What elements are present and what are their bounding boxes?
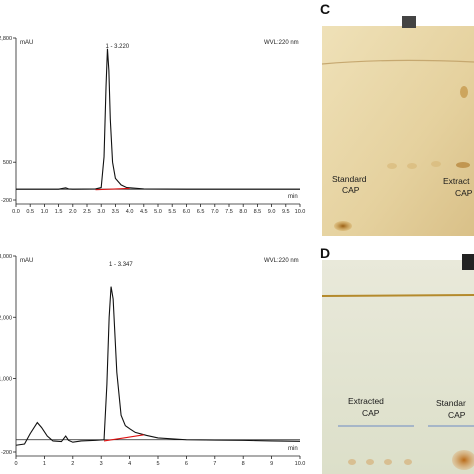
x-tick-label: 8 [242,461,245,467]
x-tick-label: 4.0 [126,209,134,215]
x-tick-label: 1 [43,461,46,467]
y-tick-label: 2,800 [0,36,12,42]
x-tick-label: 6.5 [197,209,205,215]
extracted-cap-spot [456,162,470,168]
x-tick-label: 10.0 [295,461,306,467]
integration-baseline [103,434,144,442]
y-tick-label: -200 [1,198,12,204]
x-tick-label: 1.0 [41,209,49,215]
x-tick-label: 2 [71,461,74,467]
chromatogram-trace [15,286,301,446]
x-tick-label: 4 [128,461,131,467]
tlc-plate-c-image: Standard CAP Extract CAP C [318,0,474,236]
extracted-label-line1: Extracted [348,396,384,406]
y-tick-label: 2,000 [0,315,12,321]
chromatogram-extracted-plot: mAU WVL:220 nm min 0 1 2 3 4 5 6 7 8 9 10.0 3,000 2,000… [0,254,306,467]
x-tick-label: 3.5 [112,209,120,215]
y-tick-label: 3,000 [0,254,12,260]
faint-spot [387,163,397,169]
x-tick-label: 7 [213,461,216,467]
standard-label-line2: CAP [448,410,466,420]
chromatogram-standard: mAU WVL:220 nm min 0.0 0.5 1.0 1.5 2.0 2.5 3.0 3.5… [0,0,312,226]
x-tick-label: 3.0 [97,209,105,215]
extracted-label-line2: CAP [362,408,380,418]
y-tick-label: 500 [3,160,12,166]
y-tick-label: 1,000 [0,377,12,383]
faint-spot [384,459,392,465]
tlc-plate-background [322,260,474,474]
x-tick-label: 8.5 [254,209,262,215]
x-tick-label: 5 [156,461,159,467]
tlc-plate-d: Extracted CAP Standar CAP D [318,240,474,474]
x-tick-label: 4.5 [140,209,148,215]
x-axis-unit: min [288,446,298,452]
x-tick-label: 9.5 [282,209,290,215]
x-axis-unit: min [288,194,298,200]
chromatogram-trace [16,48,300,190]
faint-spot [348,459,356,465]
faint-spot [404,459,412,465]
x-tick-label: 1.5 [55,209,63,215]
wavelength-label: WVL:220 nm [264,40,299,46]
standard-label-line1: Standar [436,398,466,408]
x-tick-label: 6.0 [183,209,191,215]
x-tick-label: 0.0 [12,209,20,215]
y-tick-label: -200 [1,450,12,456]
plate-clip [402,16,416,28]
solvent-front [321,59,474,65]
chromatogram-standard-plot: mAU WVL:220 nm min 0.0 0.5 1.0 1.5 2.0 2.5 3.0 3.5… [0,36,306,215]
solvent-front [321,294,474,297]
tlc-plate-c: Standard CAP Extract CAP C [318,0,474,236]
wavelength-label: WVL:220 nm [264,258,299,264]
x-tick-label: 0.5 [26,209,34,215]
plate-clip [462,254,474,270]
panel-letter-c: C [320,1,330,17]
x-tick-label: 7.5 [225,209,233,215]
standard-label-line2: CAP [342,185,360,195]
chromatogram-extracted: mAU WVL:220 nm min 0 1 2 3 4 5 6 7 8 9 10.0 3,000 2,000… [0,240,312,474]
x-tick-label: 6 [185,461,188,467]
extracted-label-line2: CAP [455,188,473,198]
x-tick-label: 2.5 [83,209,91,215]
standard-label-line1: Standard [332,174,367,184]
x-tick-label: 5.5 [168,209,176,215]
panel-letter-d: D [320,245,330,261]
x-tick-label: 3 [100,461,103,467]
x-tick-label: 10.0 [295,209,306,215]
x-tick-label: 0 [14,461,17,467]
tlc-plate-d-image: Extracted CAP Standar CAP D [318,240,474,474]
x-tick-label: 7.0 [211,209,219,215]
standard-cap-spot [452,450,474,470]
x-tick-label: 9.0 [268,209,276,215]
peak-label: 1 - 3.220 [105,44,129,50]
standard-cap-spot [334,221,352,231]
x-tick-label: 8.0 [239,209,247,215]
peak-label: 1 - 3.347 [109,262,133,268]
faint-spot [431,161,441,167]
x-tick-label: 5.0 [154,209,162,215]
x-tick-label: 9 [270,461,273,467]
faint-spot [460,86,468,98]
extracted-label-line1: Extract [443,176,470,186]
integration-baseline [95,187,130,191]
y-axis-unit: mAU [20,258,33,264]
faint-spot [366,459,374,465]
faint-spot [407,163,417,169]
x-tick-label: 2.0 [69,209,77,215]
y-axis-unit: mAU [20,40,33,46]
tlc-plate-background [322,26,474,236]
